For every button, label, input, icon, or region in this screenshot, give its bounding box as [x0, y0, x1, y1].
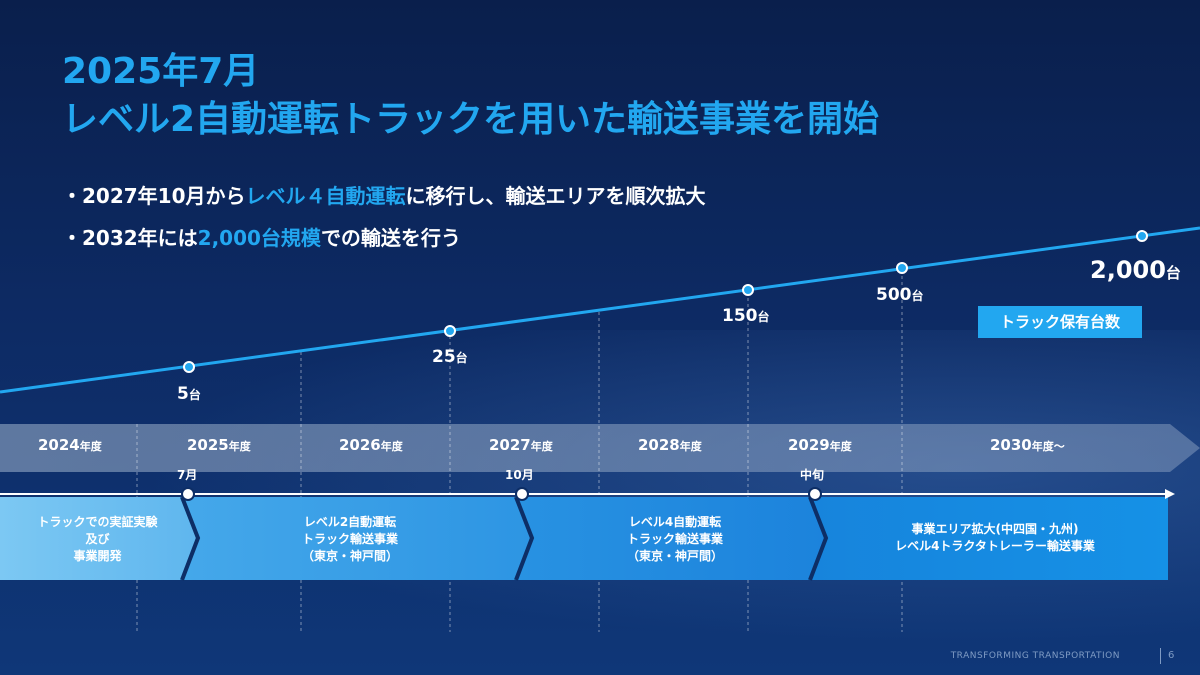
slide-title-date: 2025年7月 [62, 51, 260, 92]
count-5: 5台 [177, 384, 201, 404]
year-2026: 2026年度 [339, 436, 403, 454]
phase-label-1: トラックでの実証実験 及び 事業開発 [37, 515, 158, 563]
milestone-mid-2029 [808, 487, 822, 501]
count-150: 150台 [722, 306, 770, 326]
phase-label-2: レベル2自動運転 トラック輸送事業 （東京・神戸間） [301, 515, 398, 563]
fiscal-year-band [0, 424, 1200, 472]
bullet-text: に移行し、輸送エリアを順次拡大 [405, 184, 706, 208]
milestone-label-mid: 中旬 [800, 468, 825, 482]
timeline-arrowhead [1165, 489, 1175, 499]
count-500: 500台 [876, 285, 924, 305]
bullet-level4: ・2027年10月からレベル４自動運転に移行し、輸送エリアを順次拡大 [62, 180, 706, 209]
milestone-markers [181, 487, 822, 501]
page-number: 6 [1168, 650, 1175, 661]
growth-point-500 [896, 262, 908, 274]
year-2025: 2025年度 [187, 436, 251, 454]
milestone-jul-2025 [181, 487, 195, 501]
year-2024: 2024年度 [38, 436, 102, 454]
growth-point-2000 [1136, 230, 1148, 242]
bullet-2000-trucks: ・2032年には2,000台規模での輸送を行う [62, 222, 461, 251]
year-2027: 2027年度 [489, 436, 553, 454]
phase-chevron-3 [514, 497, 824, 580]
year-2030: 2030年度〜 [990, 436, 1065, 454]
growth-points [183, 230, 1148, 373]
slide-title-main: レベル2自動運転トラックを用いた輸送事業を開始 [62, 99, 880, 140]
milestone-oct-2027 [515, 487, 529, 501]
phase-label-3: レベル4自動運転 トラック輸送事業 （東京・神戸間） [626, 515, 723, 563]
year-2028: 2028年度 [638, 436, 702, 454]
legend-truck-count: トラック保有台数 [978, 306, 1142, 338]
growth-point-25 [444, 325, 456, 337]
bullet-highlight: 2,000台規模 [197, 226, 321, 250]
count-2000: 2,000台 [1090, 256, 1181, 284]
growth-point-5 [183, 361, 195, 373]
footer-divider [1160, 648, 1161, 664]
bullet-highlight: レベル４自動運転 [245, 184, 406, 208]
phase-chevron-2 [180, 497, 530, 580]
growth-point-150 [742, 284, 754, 296]
bullet-text: ・2032年には [62, 226, 198, 250]
count-25: 25台 [432, 347, 468, 367]
growth-line [0, 226, 1200, 394]
phase-chevron-1 [0, 497, 196, 580]
bullet-text: での輸送を行う [320, 226, 461, 250]
phase-label-4: 事業エリア拡大(中四国・九州) レベル4トラクタトレーラー輸送事業 [895, 522, 1095, 553]
footer-brand: TRANSFORMING TRANSPORTATION [950, 651, 1120, 661]
milestone-label-oct: 10月 [505, 468, 534, 482]
phase-chevron-4 [808, 497, 1168, 580]
year-2029: 2029年度 [788, 436, 852, 454]
bullet-text: ・2027年10月から [62, 184, 246, 208]
milestone-label-jul: 7月 [177, 468, 198, 482]
